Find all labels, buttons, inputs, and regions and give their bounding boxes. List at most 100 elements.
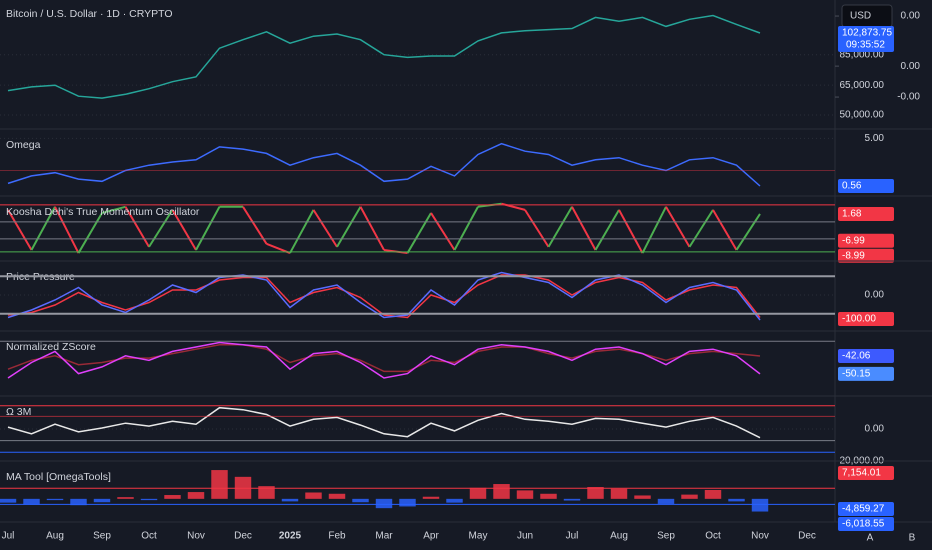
value-badge-label: -8.99 bbox=[842, 250, 865, 261]
x-tick-label: Jul bbox=[566, 531, 579, 542]
x-tick-label: Nov bbox=[751, 531, 769, 542]
histogram-bar bbox=[728, 498, 745, 502]
series-line bbox=[7, 14, 761, 99]
histogram-bar bbox=[281, 498, 299, 502]
oscillator-segment bbox=[54, 206, 80, 254]
oscillator-segment bbox=[195, 206, 221, 251]
log-scale-button[interactable]: B bbox=[909, 533, 916, 544]
oscillator-segment bbox=[242, 206, 268, 245]
y2-tick-label: 0.00 bbox=[901, 11, 921, 22]
series-line bbox=[7, 341, 761, 379]
x-tick-label: Feb bbox=[328, 531, 346, 542]
oscillator-segment bbox=[430, 212, 456, 251]
value-badge bbox=[838, 206, 894, 221]
y-tick-label: 50,000.00 bbox=[840, 110, 885, 121]
oscillator-segment bbox=[406, 212, 432, 254]
x-tick-label: Nov bbox=[187, 531, 205, 542]
pane bbox=[0, 14, 835, 116]
histogram-bar bbox=[305, 492, 322, 499]
histogram-bar bbox=[187, 492, 205, 499]
value-badge bbox=[838, 248, 894, 263]
histogram-bar bbox=[610, 488, 628, 499]
pane-title: Koosha Dehi's True Momentum Oscillator bbox=[6, 206, 200, 218]
oscillator-segment bbox=[101, 205, 126, 214]
histogram-bar bbox=[117, 497, 134, 499]
histogram-bar bbox=[140, 498, 158, 501]
series-line bbox=[7, 142, 761, 187]
value-badge bbox=[838, 233, 894, 248]
histogram-bar bbox=[211, 470, 228, 499]
value-badge-label: 1.68 bbox=[842, 209, 862, 220]
value-badge bbox=[838, 312, 894, 326]
value-badge-label: 7,154.01 bbox=[842, 468, 881, 479]
oscillator-segment bbox=[148, 209, 174, 248]
countdown-label: 09:35:52 bbox=[846, 40, 885, 51]
value-badge bbox=[838, 178, 894, 193]
oscillator-segment bbox=[289, 209, 315, 254]
oscillator-segment bbox=[665, 206, 691, 248]
x-tick-label: Aug bbox=[46, 531, 64, 542]
oscillator-segment bbox=[77, 212, 103, 254]
histogram-bar bbox=[399, 498, 416, 507]
x-tick-label: Oct bbox=[141, 531, 157, 542]
histogram-bar bbox=[657, 498, 675, 504]
x-tick-label: Jul bbox=[2, 531, 15, 542]
histogram-bar bbox=[0, 498, 17, 503]
pane bbox=[0, 137, 835, 187]
pane bbox=[0, 406, 835, 439]
x-tick-label: Aug bbox=[610, 531, 628, 542]
x-tick-label: Jun bbox=[517, 531, 533, 542]
y-tick-label: 0.00 bbox=[865, 290, 885, 301]
histogram-bar bbox=[375, 498, 393, 509]
pane-title: MA Tool [OmegaTools] bbox=[6, 471, 111, 483]
histogram-bar bbox=[469, 487, 487, 499]
x-tick-label: Dec bbox=[798, 531, 816, 542]
oscillator-segment bbox=[594, 209, 620, 251]
chart-title: Bitcoin / U.S. Dollar · 1D · CRYPTO bbox=[6, 8, 173, 20]
pane bbox=[7, 202, 761, 255]
pane bbox=[7, 341, 761, 379]
histogram-bar bbox=[328, 493, 346, 499]
oscillator-segment bbox=[547, 206, 573, 248]
value-badge-label: 102,873.75 bbox=[842, 28, 892, 39]
y2-tick-label: 0.00 bbox=[901, 61, 921, 72]
histogram-bar bbox=[164, 495, 181, 499]
oscillator-segment bbox=[336, 206, 362, 248]
oscillator-segment bbox=[618, 209, 644, 254]
oscillator-segment bbox=[30, 206, 56, 251]
histogram-bar bbox=[23, 498, 40, 505]
value-badge-label: -6.99 bbox=[842, 235, 865, 246]
pane bbox=[0, 470, 769, 512]
histogram-bar bbox=[46, 498, 64, 501]
oscillator-segment bbox=[641, 206, 667, 254]
value-badge-label: -100.00 bbox=[842, 314, 876, 325]
x-tick-label: Dec bbox=[234, 531, 252, 542]
histogram-bar bbox=[704, 489, 722, 499]
value-badge-label: -42.06 bbox=[842, 351, 871, 362]
pane bbox=[0, 271, 835, 321]
value-badge bbox=[838, 466, 894, 480]
histogram-bar bbox=[751, 498, 769, 512]
pane-title: Normalized ZScore bbox=[6, 341, 96, 353]
histogram-bar bbox=[70, 498, 87, 506]
value-badge-label: -50.15 bbox=[842, 369, 871, 380]
value-badge bbox=[838, 366, 894, 381]
y-tick-label: 5.00 bbox=[865, 133, 885, 144]
value-badge-label: 0.56 bbox=[842, 181, 862, 192]
oscillator-segment bbox=[312, 209, 338, 248]
histogram-bar bbox=[540, 493, 557, 499]
oscillator-segment bbox=[171, 209, 197, 251]
value-badge-label: -4,859.27 bbox=[842, 504, 885, 515]
oscillator-segment bbox=[7, 209, 33, 251]
auto-scale-button[interactable]: A bbox=[867, 533, 874, 544]
y-tick-label: 65,000.00 bbox=[840, 80, 885, 91]
x-tick-label: Oct bbox=[705, 531, 721, 542]
histogram-bar bbox=[563, 498, 581, 501]
oscillator-segment bbox=[359, 206, 385, 251]
oscillator-segment bbox=[688, 209, 714, 248]
currency-label[interactable]: USD bbox=[850, 11, 871, 22]
series-line bbox=[7, 406, 761, 439]
